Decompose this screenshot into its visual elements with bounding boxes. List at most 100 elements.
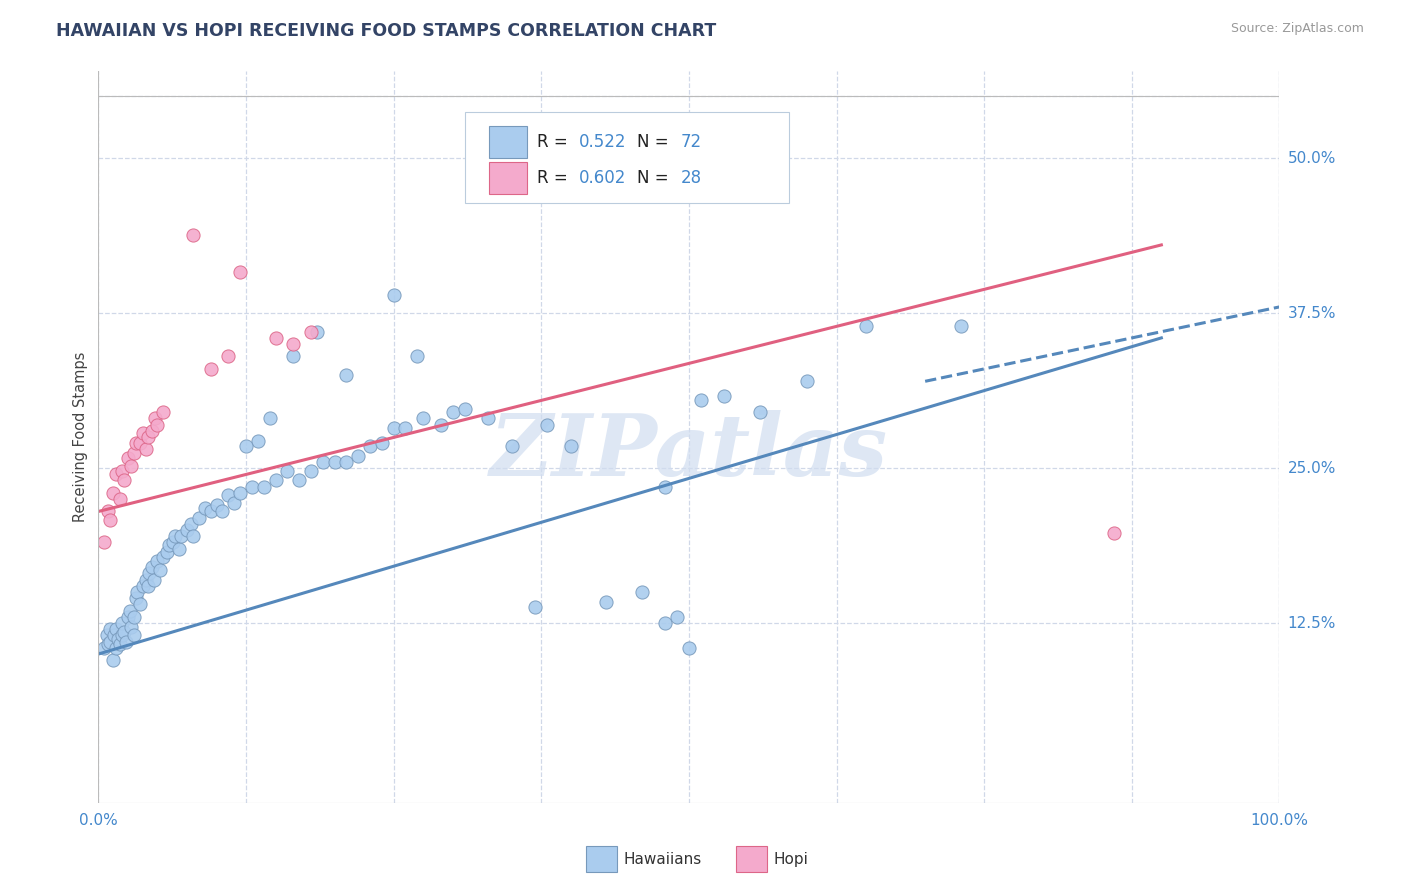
- Point: [111, 628, 134, 642]
- Point: [382, 421, 405, 435]
- Point: [117, 451, 139, 466]
- Point: [224, 496, 246, 510]
- Point: [678, 640, 700, 655]
- Point: [283, 350, 305, 364]
- Point: [101, 653, 124, 667]
- Point: [112, 624, 135, 639]
- Text: 50.0%: 50.0%: [1288, 151, 1336, 166]
- Point: [276, 464, 298, 478]
- Point: [299, 464, 322, 478]
- Text: Hopi: Hopi: [773, 852, 808, 867]
- Point: [630, 585, 652, 599]
- Text: 12.5%: 12.5%: [1288, 615, 1336, 631]
- Point: [111, 464, 134, 478]
- Point: [394, 421, 416, 435]
- Point: [181, 529, 204, 543]
- Point: [299, 325, 322, 339]
- Point: [136, 430, 159, 444]
- Text: N =: N =: [637, 133, 673, 151]
- Point: [264, 474, 287, 488]
- Point: [180, 516, 202, 531]
- Point: [167, 541, 190, 556]
- Point: [335, 455, 357, 469]
- Point: [217, 350, 239, 364]
- Point: [347, 449, 370, 463]
- Point: [441, 405, 464, 419]
- Point: [112, 474, 135, 488]
- Point: [323, 455, 346, 469]
- Point: [152, 405, 174, 419]
- Point: [654, 480, 676, 494]
- Point: [1102, 525, 1125, 540]
- Point: [406, 350, 429, 364]
- Point: [128, 598, 150, 612]
- Point: [98, 513, 121, 527]
- Point: [170, 529, 193, 543]
- Point: [283, 337, 305, 351]
- Point: [217, 488, 239, 502]
- Text: R =: R =: [537, 169, 572, 187]
- Point: [453, 401, 475, 416]
- Point: [264, 331, 287, 345]
- Point: [125, 436, 148, 450]
- Point: [128, 436, 150, 450]
- Point: [235, 439, 257, 453]
- FancyBboxPatch shape: [489, 162, 527, 194]
- Point: [125, 591, 148, 606]
- Point: [146, 417, 169, 432]
- Point: [141, 560, 163, 574]
- Point: [240, 480, 263, 494]
- Point: [187, 510, 209, 524]
- Point: [138, 566, 160, 581]
- Point: [105, 622, 128, 636]
- Point: [127, 585, 149, 599]
- Point: [121, 458, 143, 473]
- Point: [949, 318, 972, 333]
- Text: R =: R =: [537, 133, 572, 151]
- Point: [117, 610, 139, 624]
- Point: [246, 434, 269, 448]
- FancyBboxPatch shape: [586, 846, 617, 872]
- Text: 25.0%: 25.0%: [1288, 460, 1336, 475]
- Point: [259, 411, 281, 425]
- Point: [146, 554, 169, 568]
- Point: [93, 535, 115, 549]
- Text: 37.5%: 37.5%: [1288, 306, 1336, 320]
- Point: [211, 504, 233, 518]
- Text: 72: 72: [681, 133, 702, 151]
- Point: [93, 640, 115, 655]
- Text: 0.522: 0.522: [579, 133, 627, 151]
- Point: [142, 573, 165, 587]
- Point: [132, 579, 155, 593]
- Point: [135, 442, 157, 457]
- Point: [200, 362, 222, 376]
- Point: [105, 467, 128, 482]
- Text: ZIPatlas: ZIPatlas: [489, 410, 889, 493]
- Point: [108, 637, 131, 651]
- Point: [162, 535, 184, 549]
- Point: [713, 389, 735, 403]
- Point: [359, 439, 381, 453]
- Point: [176, 523, 198, 537]
- Point: [796, 374, 818, 388]
- Point: [97, 504, 120, 518]
- Point: [105, 640, 128, 655]
- Point: [200, 504, 222, 518]
- Point: [120, 604, 142, 618]
- Point: [108, 491, 131, 506]
- Point: [477, 411, 499, 425]
- Point: [165, 529, 187, 543]
- Point: [689, 392, 711, 407]
- Point: [136, 579, 159, 593]
- Point: [111, 615, 134, 630]
- Point: [149, 563, 172, 577]
- Text: N =: N =: [637, 169, 673, 187]
- Point: [536, 417, 558, 432]
- Point: [288, 474, 311, 488]
- Point: [312, 455, 335, 469]
- Point: [156, 545, 179, 559]
- Point: [560, 439, 582, 453]
- Point: [855, 318, 877, 333]
- Point: [666, 610, 689, 624]
- Point: [412, 411, 434, 425]
